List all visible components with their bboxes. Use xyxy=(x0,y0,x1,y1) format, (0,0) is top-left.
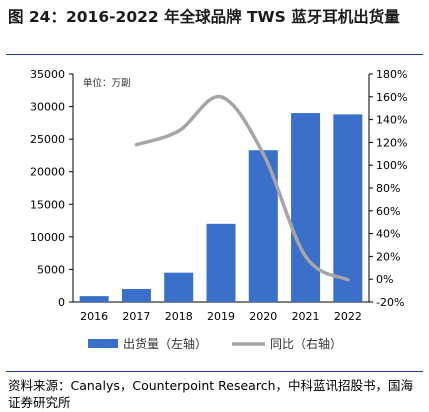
right-tick-label: 20% xyxy=(376,250,400,263)
bar-series xyxy=(79,113,363,302)
x-axis-ticks: 2016 2017 2018 2019 2020 2021 2022 xyxy=(80,310,362,323)
line-series xyxy=(134,95,350,282)
legend: 出货量（左轴） 同比（右轴） xyxy=(88,336,342,350)
left-tick-label: 0 xyxy=(58,296,65,309)
x-tick-label: 2017 xyxy=(122,310,150,323)
left-tick-label: 20000 xyxy=(30,166,65,179)
x-tick-label: 2022 xyxy=(334,310,362,323)
legend-line-label: 同比（右轴） xyxy=(270,336,342,350)
source-divider xyxy=(6,371,423,372)
x-tick-label: 2020 xyxy=(249,310,277,323)
legend-bar-label: 出货量（左轴） xyxy=(123,336,207,350)
right-tick-label: 0% xyxy=(376,273,393,286)
x-tick-label: 2016 xyxy=(80,310,108,323)
left-tick-label: 10000 xyxy=(30,231,65,244)
legend-bar-swatch xyxy=(88,339,118,348)
right-tick-label: 180% xyxy=(376,68,407,81)
unit-label: 单位：万副 xyxy=(83,77,131,89)
left-tick-label: 35000 xyxy=(30,68,65,81)
right-tick-label: 60% xyxy=(376,205,400,218)
left-tick-label: 15000 xyxy=(30,198,65,211)
bar xyxy=(79,296,109,302)
source-note: 资料来源：Canalys，Counterpoint Research，中科蓝讯招… xyxy=(8,378,413,410)
x-tick-label: 2021 xyxy=(292,310,320,323)
x-tick-label: 2019 xyxy=(207,310,235,323)
title-divider xyxy=(6,54,423,55)
bar xyxy=(333,114,363,302)
bar xyxy=(206,223,236,302)
bar xyxy=(164,272,194,302)
figure-title: 图 24：2016-2022 年全球品牌 TWS 蓝牙耳机出货量 xyxy=(8,8,400,26)
chart: 0 5000 10000 15000 20000 25000 30000 35000 -20%… xyxy=(30,68,407,350)
x-tick-label: 2018 xyxy=(165,310,193,323)
left-tick-label: 25000 xyxy=(30,133,65,146)
right-tick-label: 40% xyxy=(376,228,400,241)
right-tick-label: 120% xyxy=(376,136,407,149)
right-tick-label: 100% xyxy=(376,159,407,172)
bar xyxy=(291,113,321,302)
right-tick-label: 80% xyxy=(376,182,400,195)
right-tick-label: 140% xyxy=(376,114,407,127)
right-tick-label: 160% xyxy=(376,91,407,104)
right-tick-label: -20% xyxy=(376,296,404,309)
bar xyxy=(121,288,151,302)
left-tick-label: 30000 xyxy=(30,101,65,114)
left-tick-label: 5000 xyxy=(37,263,65,276)
left-axis-ticks: 0 5000 10000 15000 20000 25000 30000 35000 xyxy=(30,68,73,309)
right-axis-ticks: -20% 0% 20% 40% 60% 80% 100% 120% 140% 160% 180% xyxy=(369,68,407,309)
